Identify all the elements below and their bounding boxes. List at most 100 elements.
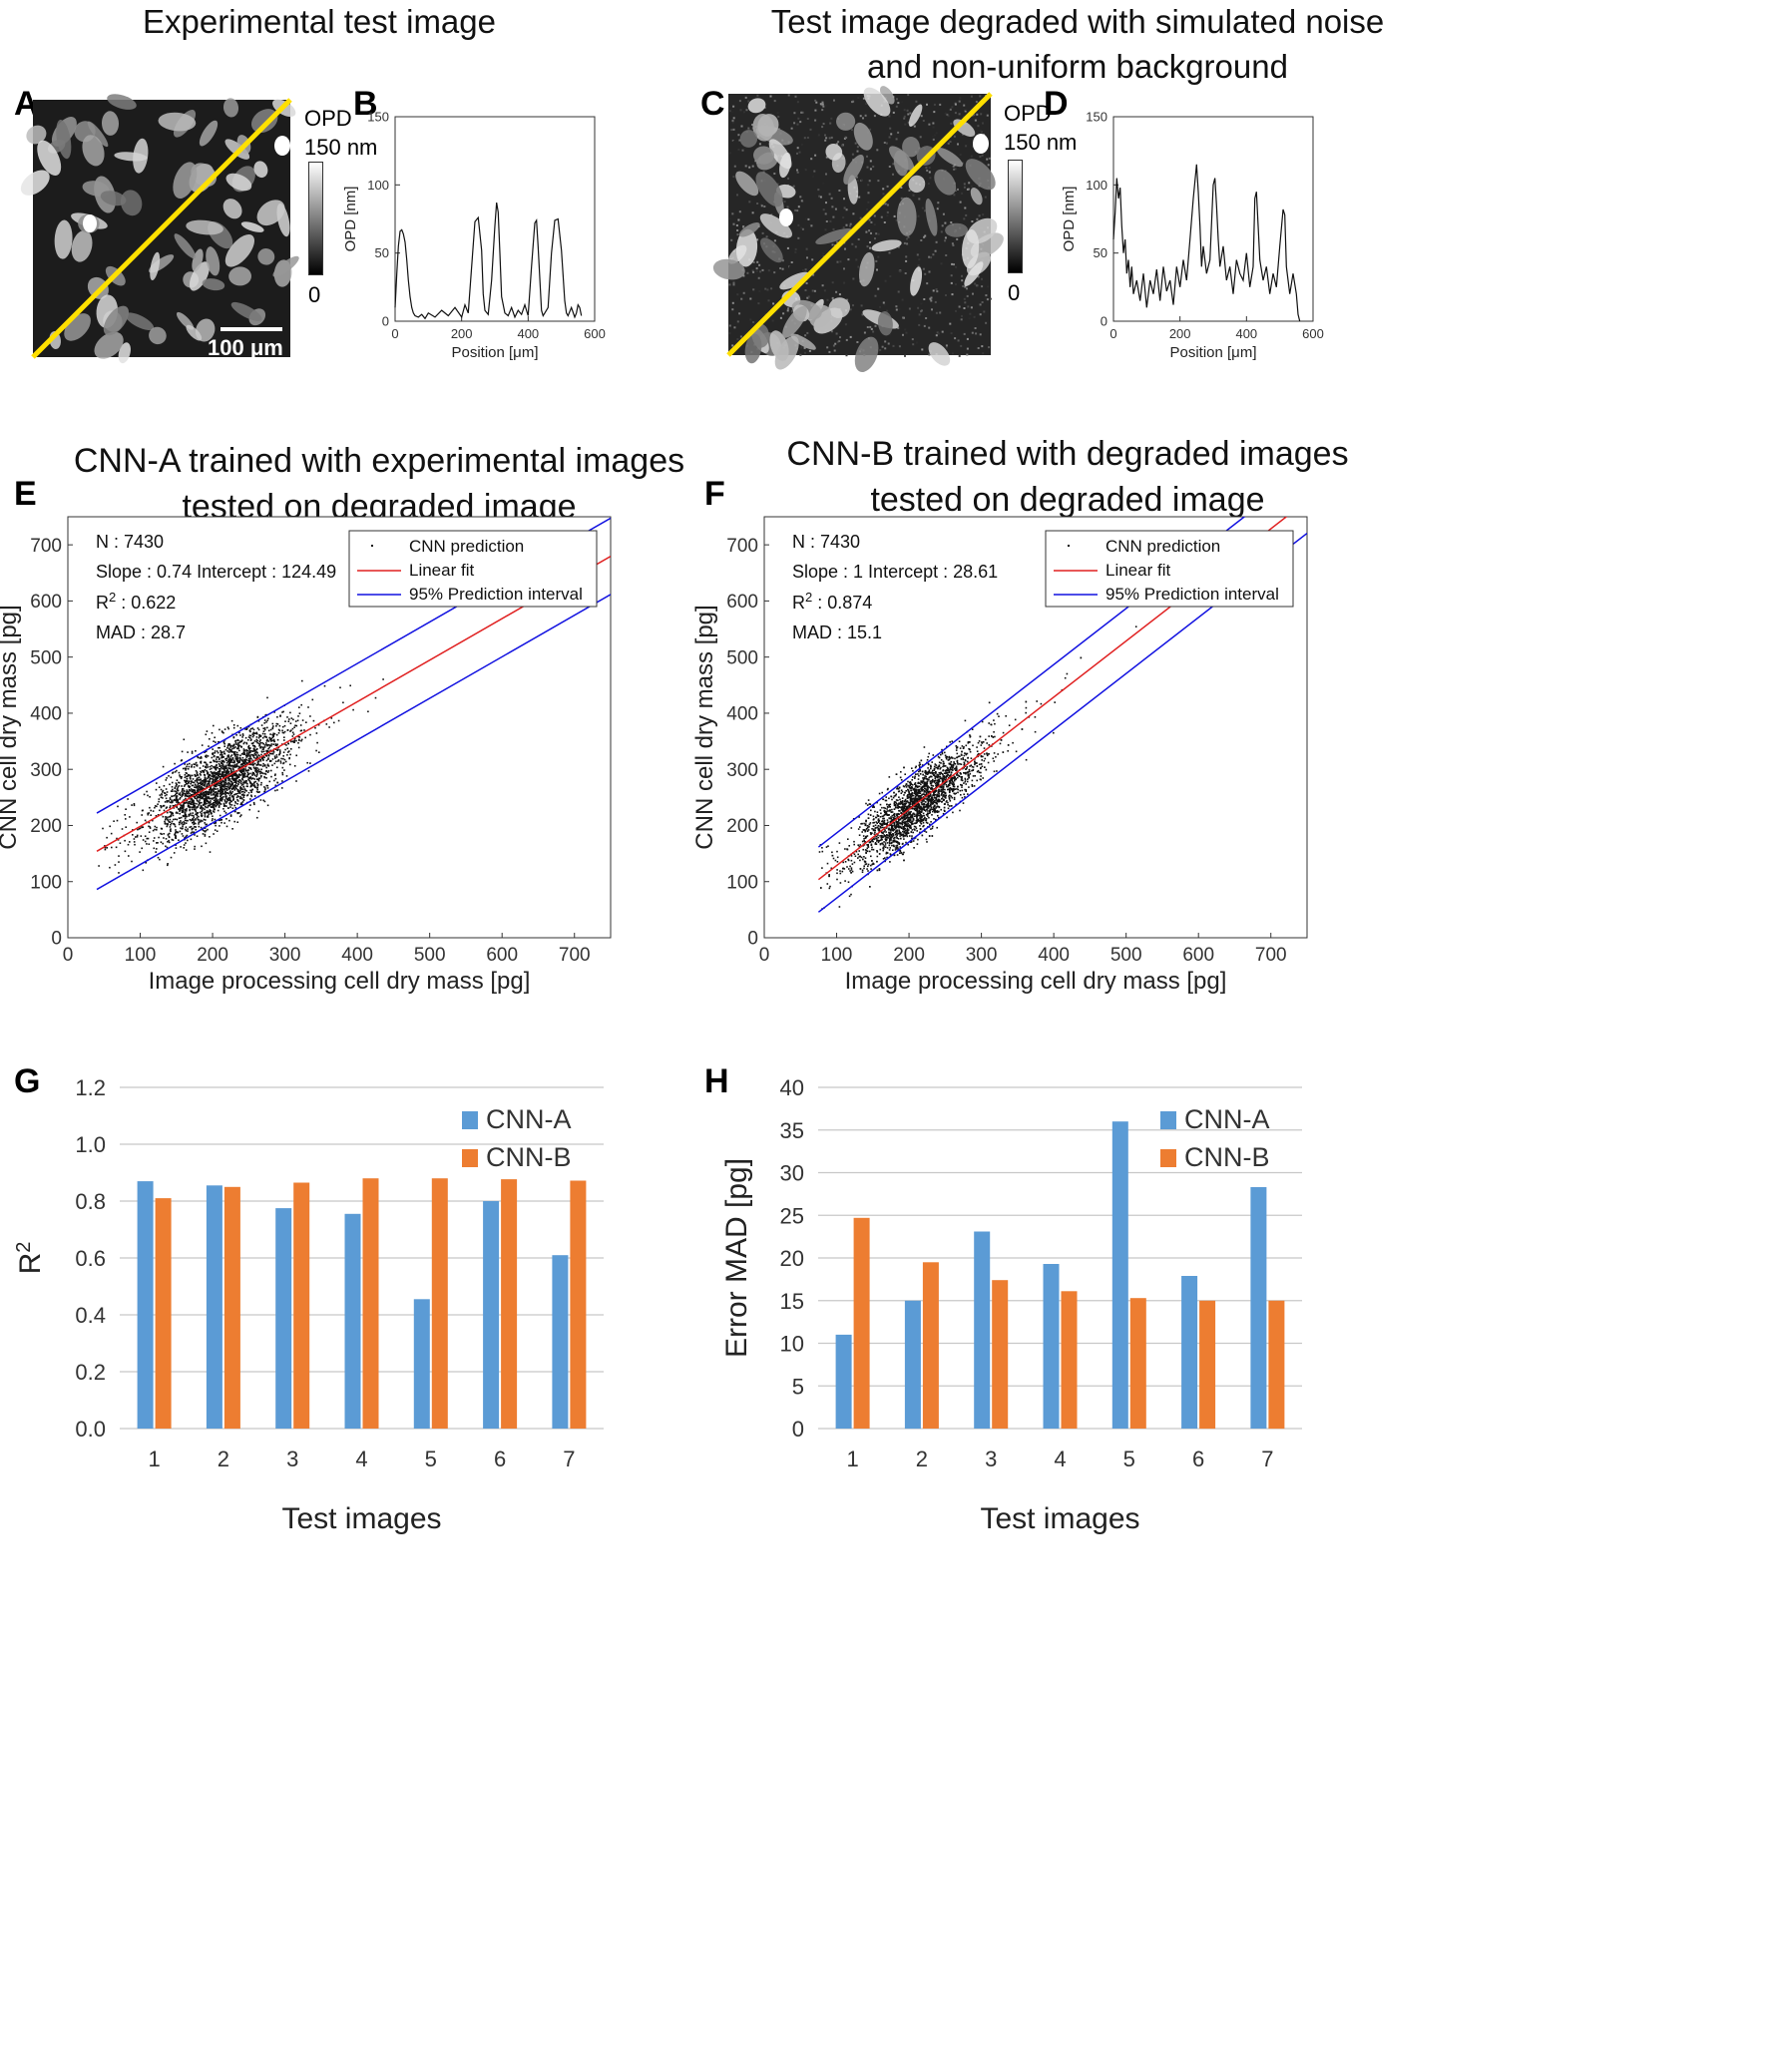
cnn-prediction-point xyxy=(256,762,259,765)
cnn-prediction-point xyxy=(295,724,298,727)
cnn-prediction-point xyxy=(204,783,206,786)
cnn-prediction-point xyxy=(876,826,879,829)
cnn-prediction-point xyxy=(131,860,133,863)
cnn-prediction-point xyxy=(945,801,948,803)
cnn-prediction-point xyxy=(928,799,931,801)
cnn-prediction-point xyxy=(982,755,984,758)
cnn-prediction-point xyxy=(260,775,262,777)
cnn-prediction-point xyxy=(882,848,885,850)
cnn-prediction-point xyxy=(246,771,249,773)
cnn-prediction-point xyxy=(928,786,931,788)
cnn-prediction-point xyxy=(941,777,944,779)
cnn-prediction-point xyxy=(239,757,241,759)
cnn-prediction-point xyxy=(880,812,882,815)
cnn-prediction-point xyxy=(262,748,265,750)
cnn-prediction-point xyxy=(201,793,204,796)
cnn-prediction-point xyxy=(200,820,202,823)
cnn-prediction-point xyxy=(235,776,238,778)
cnn-prediction-point xyxy=(195,819,197,821)
cnn-prediction-point xyxy=(905,784,907,787)
cnn-prediction-point xyxy=(284,760,287,763)
cnn-prediction-point xyxy=(242,790,244,793)
cnn-prediction-point xyxy=(937,784,940,787)
cnn-prediction-point xyxy=(263,800,266,803)
cnn-prediction-point xyxy=(196,781,199,783)
cnn-prediction-point xyxy=(223,765,225,768)
cnn-prediction-point xyxy=(195,818,197,820)
cnn-prediction-point xyxy=(955,803,957,806)
cnn-prediction-point xyxy=(230,775,232,777)
cnn-prediction-point xyxy=(923,777,926,780)
cnn-prediction-point xyxy=(229,815,232,817)
cnn-prediction-point xyxy=(247,751,250,753)
cnn-prediction-point xyxy=(253,767,255,770)
cnn-prediction-point xyxy=(221,751,223,753)
cnn-prediction-point xyxy=(924,788,927,790)
cnn-prediction-point xyxy=(879,827,882,829)
cnn-prediction-point xyxy=(220,778,221,780)
cnn-prediction-point xyxy=(239,754,241,757)
cnn-prediction-point xyxy=(225,770,228,772)
cnn-prediction-point xyxy=(952,757,954,759)
cnn-prediction-point xyxy=(236,799,238,801)
cnn-prediction-point xyxy=(940,766,942,769)
cnn-prediction-point xyxy=(221,763,224,765)
scatter-points xyxy=(817,517,1307,913)
cnn-prediction-point xyxy=(921,770,924,773)
cnn-prediction-point xyxy=(263,727,266,729)
cnn-prediction-point xyxy=(166,791,169,793)
cnn-prediction-point xyxy=(309,715,311,717)
cnn-prediction-point xyxy=(230,759,232,761)
cnn-prediction-point xyxy=(222,783,225,786)
cnn-prediction-point xyxy=(905,809,907,812)
cnn-prediction-point xyxy=(224,795,226,797)
cnn-prediction-point xyxy=(256,770,259,772)
cnn-prediction-point xyxy=(225,776,228,779)
cnn-prediction-point xyxy=(847,881,850,883)
cnn-prediction-point xyxy=(929,793,932,796)
cnn-prediction-point xyxy=(209,765,212,768)
cnn-prediction-point xyxy=(200,762,203,764)
cnn-prediction-point xyxy=(179,798,181,800)
cnn-prediction-point xyxy=(303,729,305,731)
x-tick-label: 600 xyxy=(1302,326,1324,341)
cnn-prediction-point xyxy=(265,750,268,753)
cnn-prediction-point xyxy=(269,737,271,739)
cnn-prediction-point xyxy=(166,800,169,802)
cnn-prediction-point xyxy=(169,815,172,818)
cnn-prediction-point xyxy=(942,812,945,815)
cnn-prediction-point xyxy=(252,741,254,744)
cnn-prediction-point xyxy=(918,764,920,767)
cnn-prediction-point xyxy=(969,734,971,736)
cnn-prediction-point xyxy=(893,795,896,797)
cnn-prediction-point xyxy=(897,812,899,815)
cnn-prediction-point xyxy=(897,805,899,808)
cnn-prediction-point xyxy=(883,806,885,809)
cnn-prediction-point xyxy=(230,719,233,722)
cnn-prediction-point xyxy=(293,741,295,743)
cnn-prediction-point xyxy=(199,767,202,769)
cnn-prediction-point xyxy=(927,788,929,790)
cnn-prediction-point xyxy=(185,791,188,793)
colorbar-min-a: 0 xyxy=(308,282,321,307)
cnn-prediction-point xyxy=(910,796,912,799)
cnn-prediction-point xyxy=(240,802,242,804)
cnn-prediction-point xyxy=(909,781,912,783)
cnn-prediction-point xyxy=(889,842,891,845)
cnn-prediction-point xyxy=(873,821,875,824)
cnn-prediction-point xyxy=(218,819,221,822)
cnn-prediction-point xyxy=(862,858,864,861)
cnn-prediction-point xyxy=(202,804,205,806)
cnn-prediction-point xyxy=(133,803,136,805)
cnn-prediction-point xyxy=(934,763,937,765)
cnn-prediction-point xyxy=(915,765,917,768)
cnn-prediction-point xyxy=(290,740,292,743)
cnn-prediction-point xyxy=(238,731,240,734)
cnn-prediction-point xyxy=(890,816,892,818)
cnn-prediction-point xyxy=(195,826,197,828)
cnn-prediction-point xyxy=(195,810,198,813)
cnn-prediction-point xyxy=(179,794,182,796)
cnn-prediction-point xyxy=(323,684,326,687)
cnn-prediction-point xyxy=(904,821,906,824)
cnn-prediction-point xyxy=(1015,750,1018,753)
